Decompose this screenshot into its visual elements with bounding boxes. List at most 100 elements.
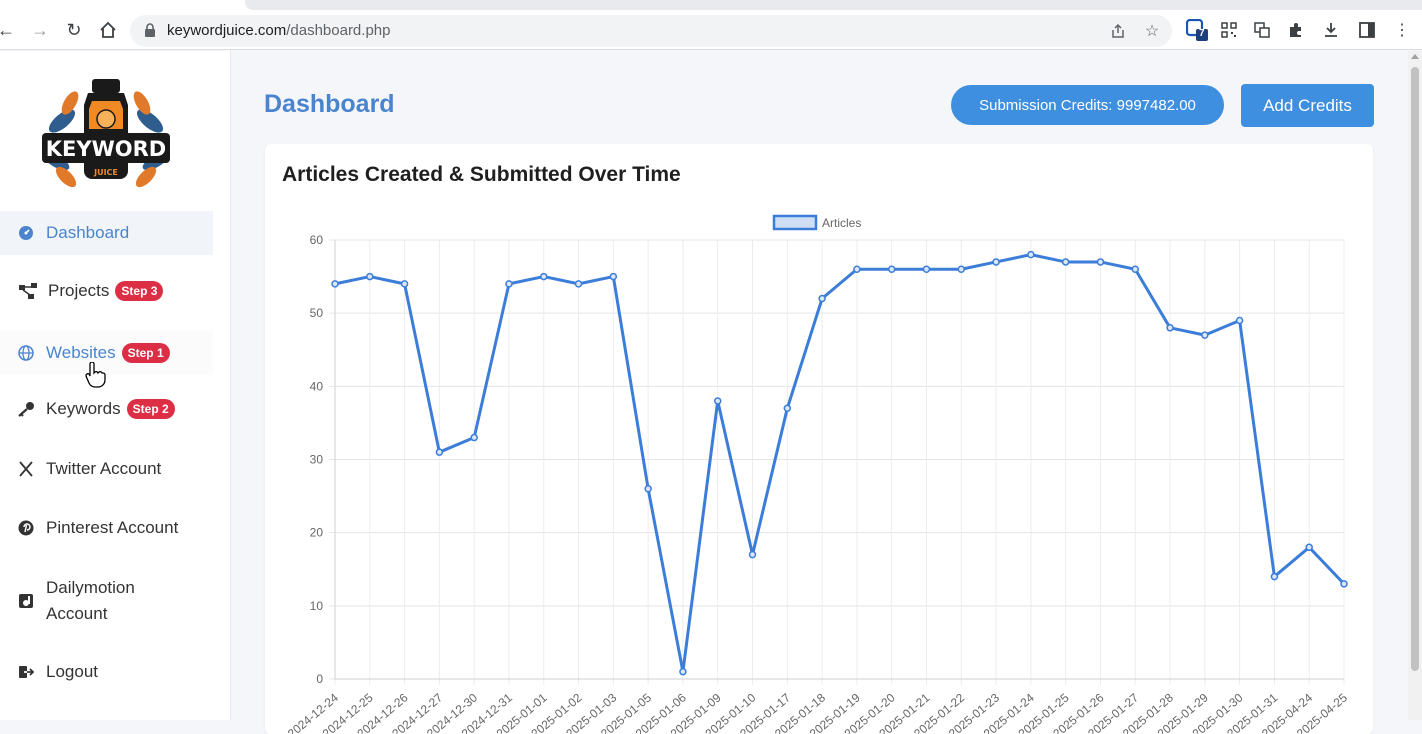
- step-badge: Step 2: [126, 399, 175, 419]
- svg-text:KEYWORD: KEYWORD: [46, 137, 166, 161]
- url-text: keywordjuice.com/dashboard.php: [167, 22, 391, 39]
- page-title: Dashboard: [264, 90, 395, 118]
- translate-icon[interactable]: [1251, 19, 1273, 41]
- sidebar-item-dailymotion-account[interactable]: Dailymotion Account: [0, 571, 213, 631]
- home-icon[interactable]: [96, 18, 120, 42]
- side-panel-icon[interactable]: [1356, 19, 1378, 41]
- y-tick-label: 60: [310, 233, 324, 247]
- data-point: [887, 265, 896, 274]
- sidebar-item-websites[interactable]: Websites Step 1: [0, 331, 213, 375]
- dashboard-icon: [16, 223, 36, 243]
- dailymotion-icon: [16, 591, 36, 611]
- pinterest-icon: [16, 518, 36, 538]
- data-point: [540, 272, 548, 281]
- step-badge: Step 3: [115, 281, 164, 301]
- sidebar-item-label: Keywords: [46, 399, 121, 418]
- data-point: [713, 397, 722, 405]
- data-point: [1131, 265, 1139, 274]
- data-point: [1201, 331, 1209, 339]
- hand-pointer-cursor-icon: [85, 362, 106, 388]
- data-point: [366, 272, 374, 281]
- x-icon: [16, 459, 36, 479]
- sidebar-item-twitter-account[interactable]: Twitter Account: [0, 451, 213, 487]
- reload-icon[interactable]: ↻: [66, 20, 82, 40]
- sidebar-item-dashboard[interactable]: Dashboard: [0, 211, 213, 255]
- data-point: [1166, 324, 1174, 332]
- keyword-juice-logo: KEYWORD JUICE: [42, 79, 170, 188]
- sidebar: KEYWORD JUICE Dashboard Projects Step 3 …: [0, 51, 231, 720]
- y-tick-label: 50: [310, 306, 324, 320]
- data-point: [1027, 250, 1035, 259]
- data-point: [922, 265, 931, 274]
- qr-code-icon[interactable]: [1218, 19, 1240, 41]
- projects-icon: [18, 281, 38, 301]
- data-point: [1340, 580, 1348, 588]
- y-tick-label: 40: [310, 379, 324, 393]
- sidebar-item-label: Pinterest Account: [46, 518, 179, 537]
- share-icon[interactable]: [1108, 21, 1128, 41]
- chart-card-title: Articles Created & Submitted Over Time: [282, 163, 681, 186]
- bookmark-star-icon[interactable]: ☆: [1144, 23, 1160, 40]
- y-tick-label: 0: [316, 672, 323, 686]
- logout-icon: [16, 662, 36, 682]
- data-point: [1235, 316, 1244, 325]
- data-point: [783, 404, 792, 413]
- lock-icon: [145, 23, 155, 37]
- globe-icon: [16, 343, 36, 363]
- sidebar-item-label: Twitter Account: [46, 459, 162, 478]
- legend-swatch: [772, 214, 818, 231]
- y-tick-label: 10: [310, 599, 324, 613]
- articles-chart-card: Articles Created & Submitted Over Time 0…: [265, 144, 1373, 734]
- data-point: [992, 258, 1000, 266]
- data-point: [435, 448, 444, 456]
- data-point: [609, 272, 618, 281]
- sidebar-item-label: Dailymotion Account: [46, 578, 135, 623]
- puzzle-extensions-icon[interactable]: [1285, 19, 1307, 41]
- data-point: [853, 265, 861, 274]
- data-point: [400, 280, 409, 288]
- data-point: [1096, 258, 1105, 266]
- add-credits-button[interactable]: Add Credits: [1241, 84, 1374, 127]
- sidebar-item-label: Websites: [46, 343, 116, 362]
- series-line-articles: [334, 253, 1346, 674]
- extension-badge-count: 7: [1199, 28, 1205, 39]
- data-point: [1270, 572, 1279, 581]
- data-point: [818, 294, 826, 303]
- data-point: [331, 280, 339, 288]
- sidebar-item-projects[interactable]: Projects Step 3: [0, 273, 213, 309]
- key-icon: [16, 399, 36, 419]
- y-tick-label: 30: [310, 453, 324, 467]
- step-badge: Step 1: [121, 343, 170, 363]
- data-point: [574, 280, 583, 288]
- data-point: [644, 485, 652, 493]
- data-point: [679, 667, 687, 676]
- download-icon[interactable]: [1320, 19, 1342, 41]
- submission-credits-badge: Submission Credits: 9997482.00: [951, 85, 1224, 125]
- scroll-up-arrow-icon[interactable]: [1411, 54, 1419, 59]
- more-menu-icon[interactable]: ⋮: [1394, 22, 1410, 39]
- data-point: [470, 433, 478, 442]
- legend-label: Articles: [822, 216, 861, 230]
- sidebar-item-keywords[interactable]: Keywords Step 2: [0, 391, 213, 427]
- scrollbar-thumb[interactable]: [1411, 67, 1419, 671]
- sidebar-item-logout[interactable]: Logout: [0, 654, 213, 690]
- extension-badge-icon[interactable]: 7: [1186, 19, 1208, 41]
- sidebar-item-label: Dashboard: [46, 223, 130, 242]
- address-bar[interactable]: keywordjuice.com/dashboard.php ☆: [130, 15, 1172, 47]
- back-arrow-icon[interactable]: ←: [0, 20, 15, 40]
- data-point: [957, 265, 966, 274]
- browser-toolbar: ← → ↻ keywordjuice.com/dashboard.php ☆ 7…: [0, 0, 1422, 50]
- sidebar-item-pinterest-account[interactable]: Pinterest Account: [0, 510, 213, 546]
- svg-text:JUICE: JUICE: [93, 168, 118, 177]
- data-point: [1061, 258, 1070, 266]
- sidebar-item-label: Projects: [48, 281, 110, 300]
- y-tick-label: 20: [310, 526, 324, 540]
- forward-arrow-icon[interactable]: →: [31, 20, 49, 40]
- sidebar-item-label: Logout: [46, 662, 98, 681]
- tab-strip: [245, 0, 1422, 10]
- data-point: [1305, 543, 1313, 552]
- data-point: [748, 550, 757, 559]
- page-scrollbar[interactable]: [1408, 51, 1422, 720]
- articles-line-chart: 01020304050602024-12-242024-12-252024-12…: [285, 214, 1350, 734]
- data-point: [505, 280, 513, 288]
